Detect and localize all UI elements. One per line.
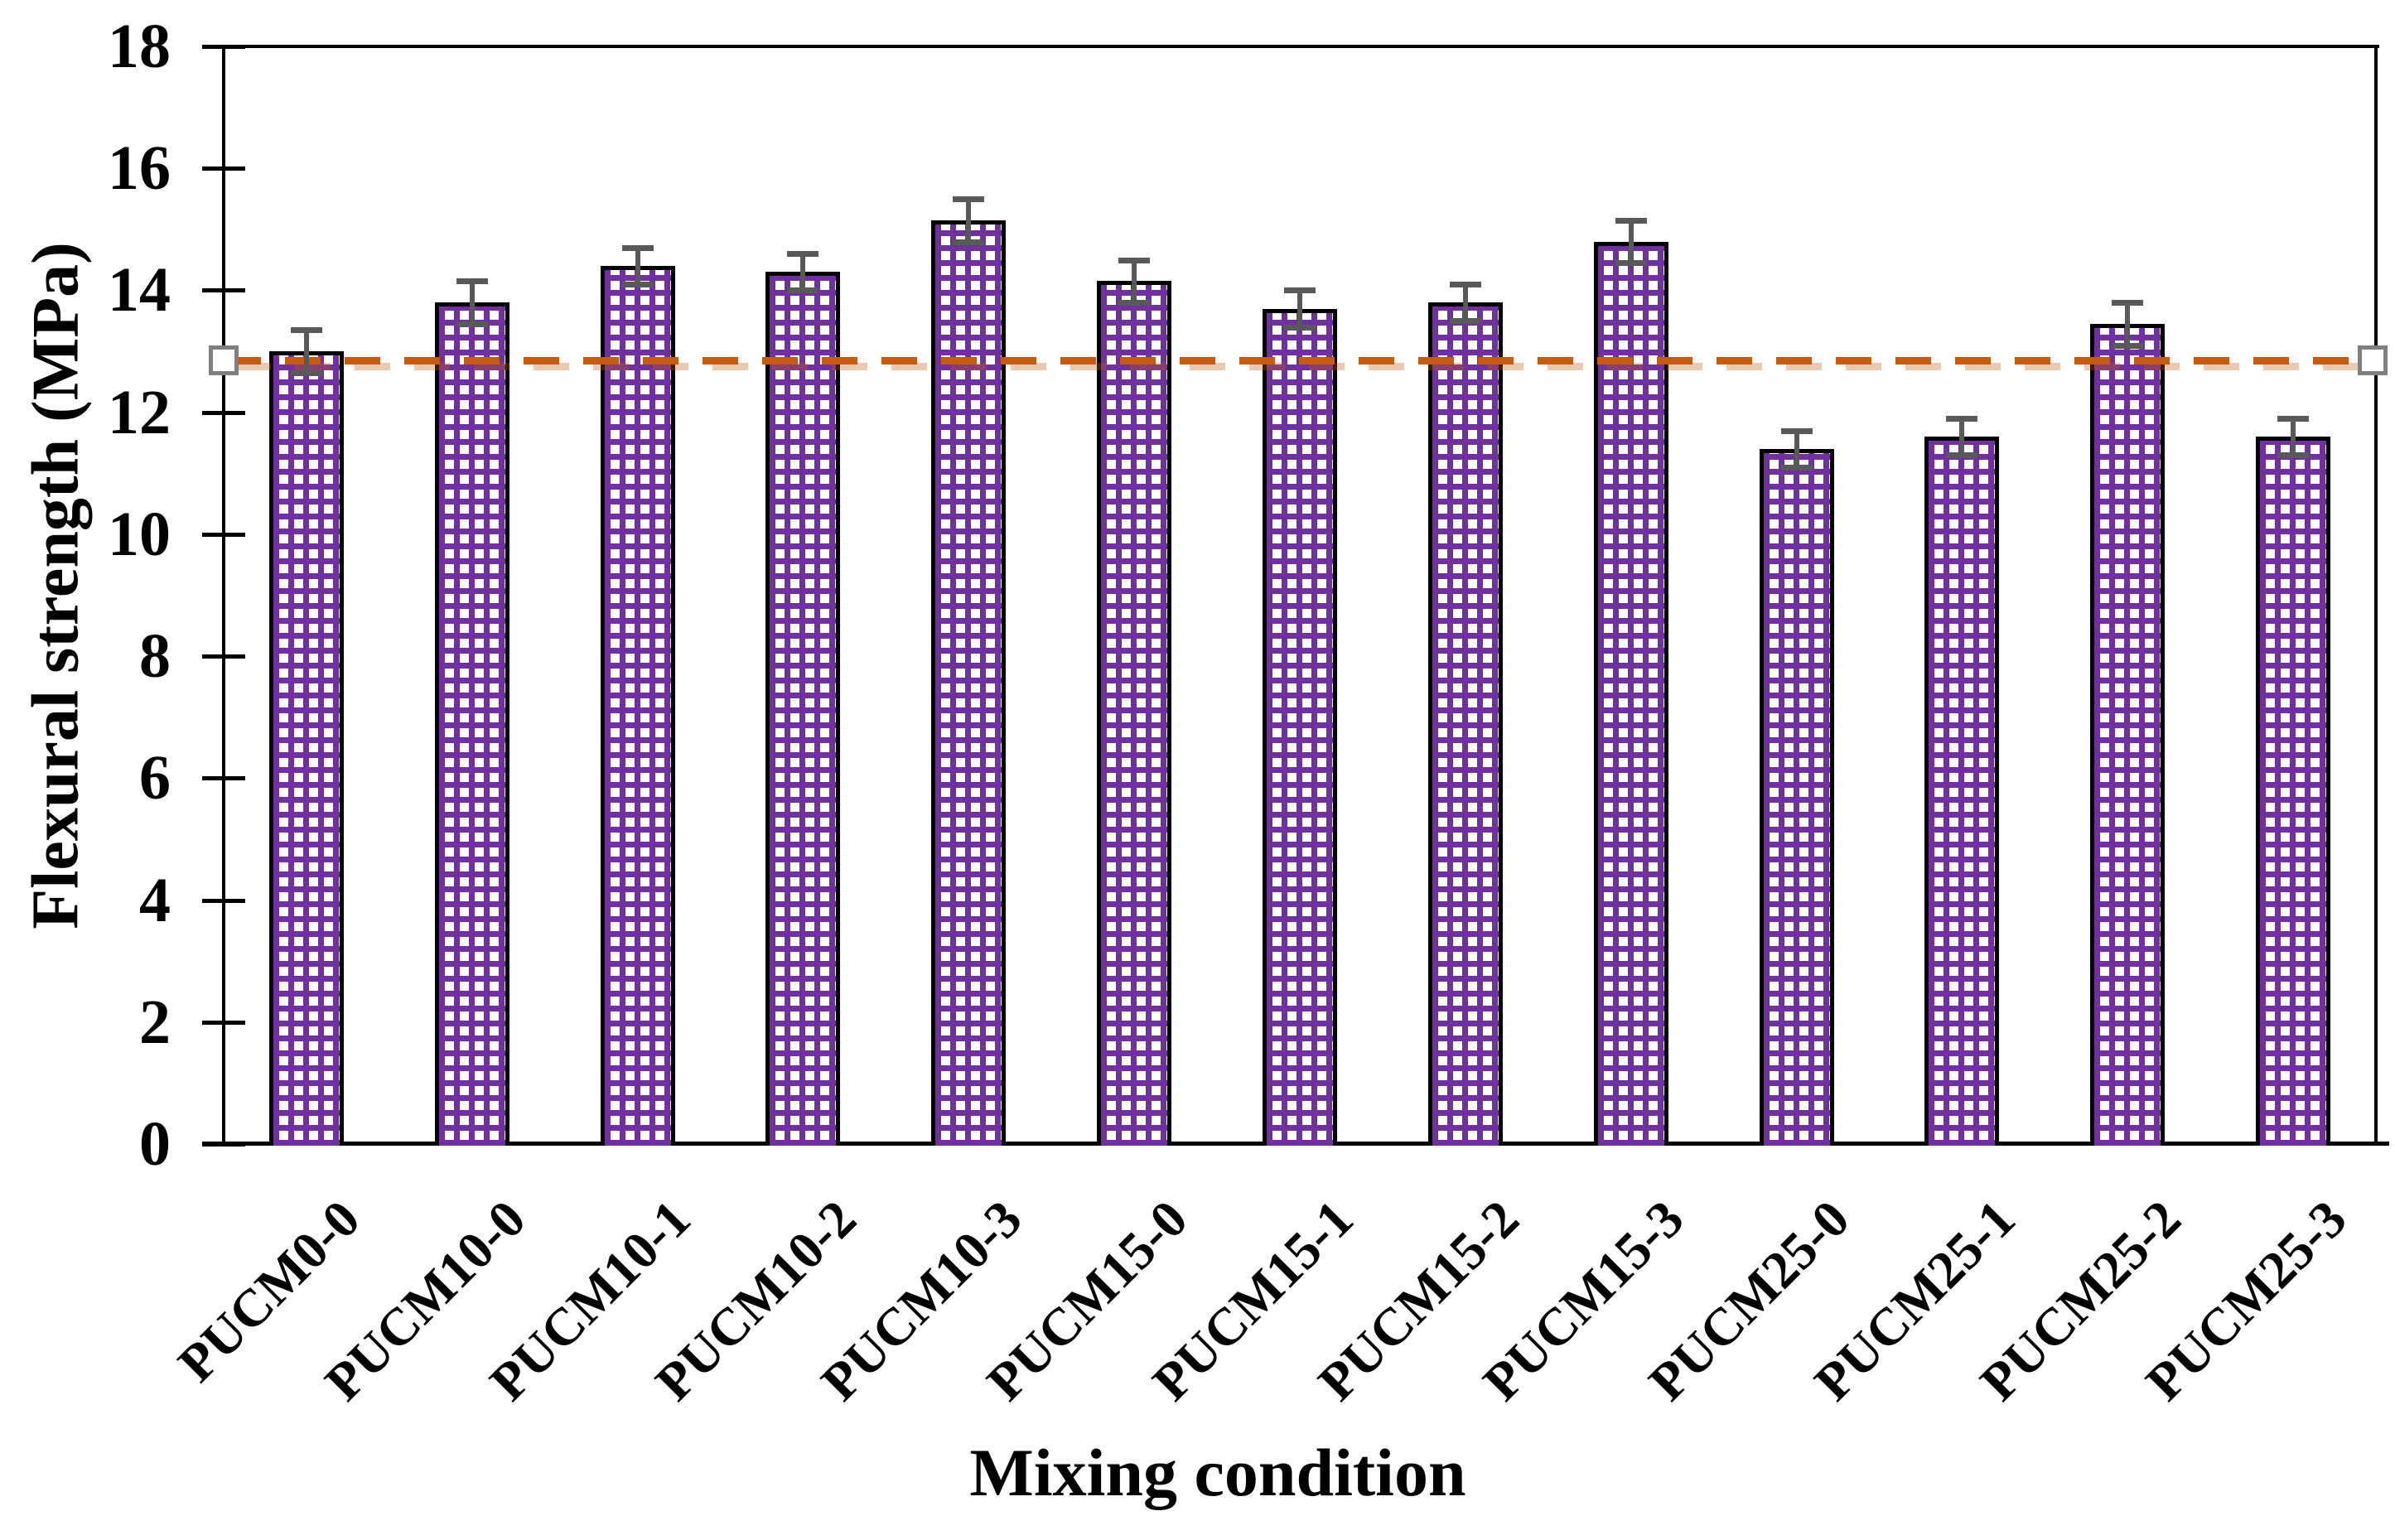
y-tick bbox=[202, 654, 245, 659]
error-bar-stem bbox=[1132, 260, 1137, 302]
error-bar-stem bbox=[470, 281, 475, 324]
y-tick-label: 0 bbox=[139, 1109, 171, 1179]
bar bbox=[2256, 437, 2330, 1146]
y-tick bbox=[202, 167, 245, 171]
bar bbox=[1263, 309, 1337, 1146]
bar bbox=[931, 220, 1006, 1146]
error-bar-stem bbox=[1463, 284, 1468, 321]
error-bar-stem bbox=[2125, 302, 2130, 345]
error-bar-stem bbox=[2291, 418, 2296, 455]
y-tick-label: 16 bbox=[108, 133, 171, 203]
error-bar-cap-top bbox=[622, 245, 654, 251]
error-bar-cap-bottom bbox=[622, 282, 654, 287]
bar bbox=[601, 266, 675, 1146]
y-axis-title: Flexural strength (MPa) bbox=[19, 242, 93, 929]
error-bar-stem bbox=[800, 253, 805, 290]
error-bar-cap-bottom bbox=[291, 370, 322, 376]
error-bar-cap-bottom bbox=[953, 239, 984, 245]
error-bar-cap-bottom bbox=[1615, 260, 1647, 266]
error-bar-cap-bottom bbox=[1118, 300, 1150, 306]
reference-line-shadow bbox=[235, 363, 2376, 370]
error-bar-cap-top bbox=[953, 196, 984, 202]
y-tick bbox=[202, 1142, 245, 1147]
error-bar-stem bbox=[1794, 431, 1799, 467]
y-tick-label: 12 bbox=[108, 378, 171, 447]
error-bar-cap-top bbox=[1781, 428, 1813, 434]
reference-dashed-line bbox=[225, 357, 2374, 364]
y-tick-label: 10 bbox=[108, 500, 171, 569]
plot-border-top bbox=[222, 45, 2379, 48]
y-tick bbox=[202, 899, 245, 903]
error-bar-cap-top bbox=[787, 251, 818, 257]
error-bar-cap-bottom bbox=[456, 321, 488, 327]
y-tick-label: 4 bbox=[139, 866, 171, 935]
plot-border-right bbox=[2374, 45, 2378, 1146]
error-bar-cap-bottom bbox=[2277, 452, 2309, 458]
error-bar-cap-bottom bbox=[1781, 465, 1813, 471]
bar bbox=[1924, 437, 1999, 1146]
x-axis-title: Mixing condition bbox=[969, 1435, 1466, 1510]
y-tick-label: 14 bbox=[108, 255, 171, 325]
bar bbox=[1594, 242, 1668, 1146]
error-bar-stem bbox=[1629, 220, 1634, 263]
y-tick bbox=[202, 288, 245, 292]
error-bar-stem bbox=[635, 248, 640, 284]
error-bar-stem bbox=[966, 199, 971, 242]
y-tick-label: 8 bbox=[139, 621, 171, 691]
bar bbox=[269, 351, 344, 1146]
reference-marker-right bbox=[2358, 345, 2388, 375]
error-bar-cap-bottom bbox=[1946, 452, 1977, 458]
error-bar-cap-top bbox=[291, 327, 322, 333]
error-bar-cap-top bbox=[1284, 287, 1316, 293]
error-bar-cap-top bbox=[1946, 416, 1977, 422]
error-bar-cap-top bbox=[2277, 416, 2309, 422]
error-bar-cap-top bbox=[456, 278, 488, 284]
y-tick bbox=[202, 776, 245, 780]
y-tick bbox=[202, 533, 245, 537]
error-bar-cap-bottom bbox=[787, 287, 818, 293]
y-tick bbox=[202, 45, 245, 49]
reference-marker-left bbox=[209, 345, 239, 375]
error-bar-stem bbox=[1297, 290, 1302, 327]
y-tick bbox=[202, 411, 245, 415]
y-tick-label: 18 bbox=[108, 12, 171, 81]
y-axis-line bbox=[222, 45, 225, 1146]
error-bar-stem bbox=[1959, 418, 1964, 455]
bar bbox=[1760, 449, 1834, 1146]
y-tick-label: 2 bbox=[139, 987, 171, 1057]
y-tick bbox=[202, 1021, 245, 1025]
bar bbox=[2090, 324, 2165, 1146]
error-bar-cap-bottom bbox=[1284, 325, 1316, 331]
bar bbox=[1428, 302, 1503, 1146]
error-bar-stem bbox=[304, 330, 309, 373]
bar bbox=[765, 272, 840, 1146]
y-tick-label: 6 bbox=[139, 743, 171, 813]
error-bar-cap-bottom bbox=[2112, 343, 2143, 349]
error-bar-cap-top bbox=[1118, 258, 1150, 263]
error-bar-cap-top bbox=[2112, 300, 2143, 306]
error-bar-cap-bottom bbox=[1450, 318, 1481, 324]
error-bar-cap-top bbox=[1615, 218, 1647, 224]
bar bbox=[1097, 281, 1171, 1146]
error-bar-cap-top bbox=[1450, 282, 1481, 287]
bar bbox=[435, 302, 509, 1146]
